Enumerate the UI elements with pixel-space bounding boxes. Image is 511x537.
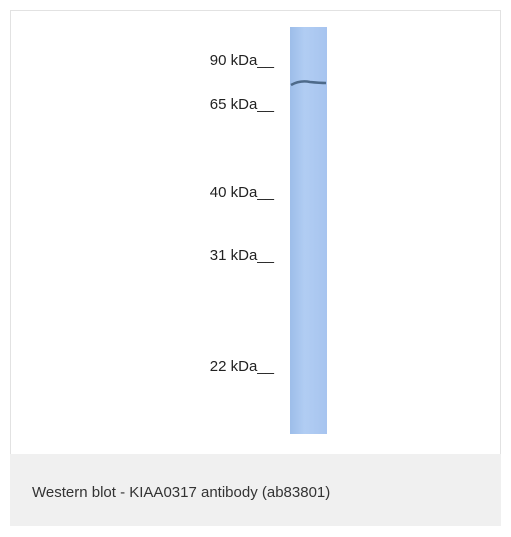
- marker-label: 22 kDa__: [210, 358, 274, 375]
- caption-box: Western blot - KIAA0317 antibody (ab8380…: [10, 454, 501, 526]
- band: [290, 77, 327, 97]
- marker-label: 40 kDa__: [210, 184, 274, 201]
- marker-label: 90 kDa__: [210, 52, 274, 69]
- blot-lane: [290, 27, 327, 434]
- marker-label: 31 kDa__: [210, 247, 274, 264]
- marker-label: 65 kDa__: [210, 96, 274, 113]
- caption: Western blot - KIAA0317 antibody (ab8380…: [32, 484, 330, 501]
- page: 90 kDa__ 65 kDa__ 40 kDa__ 31 kDa__ 22 k…: [0, 0, 511, 537]
- blot-panel: 90 kDa__ 65 kDa__ 40 kDa__ 31 kDa__ 22 k…: [10, 10, 501, 455]
